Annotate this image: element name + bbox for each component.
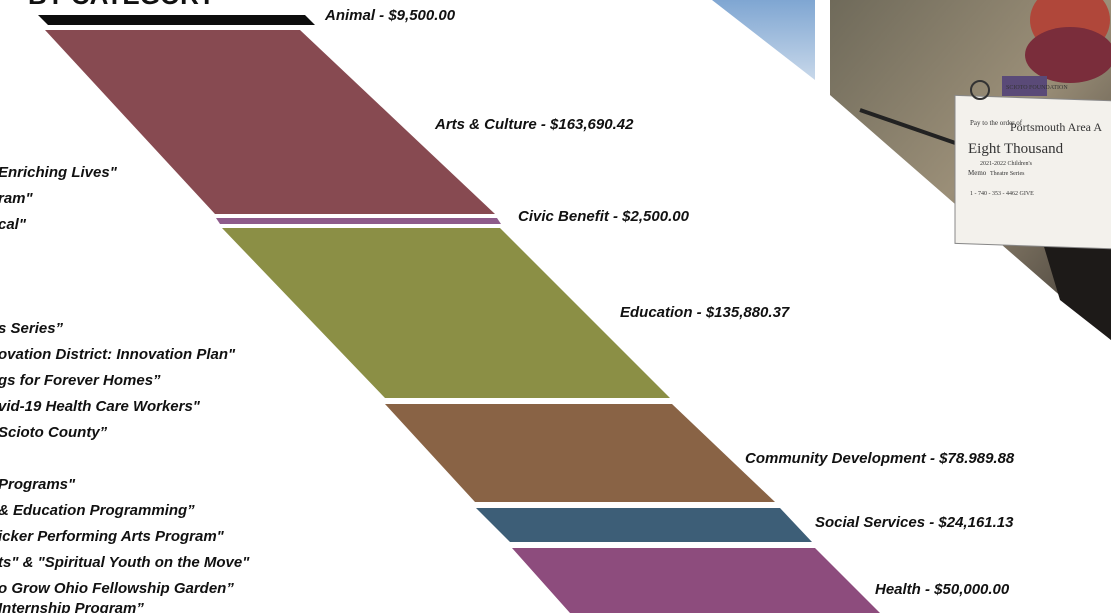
band-social xyxy=(476,508,812,542)
program-item: Scioto County” xyxy=(0,424,108,441)
check-paper xyxy=(954,94,1111,250)
check-memo-2: Theatre Series xyxy=(990,171,1025,177)
check-memo-1: 2021-2022 Children's xyxy=(980,161,1033,167)
dress xyxy=(1025,27,1111,83)
band-education xyxy=(222,228,670,398)
program-item: Programs" xyxy=(0,476,76,493)
band-label: Arts & Culture - $163,690.42 xyxy=(434,116,634,133)
check-amount: Eight Thousand xyxy=(968,141,1064,157)
program-item: ovation District: Innovation Plan" xyxy=(0,346,236,363)
check-payee: Portsmouth Area A xyxy=(1010,120,1102,134)
program-item: & Education Programming” xyxy=(0,502,195,519)
band-arts xyxy=(45,30,495,214)
program-item: s Series” xyxy=(0,320,64,337)
program-list: Enriching Lives" ram" cal" s Series” ovation… xyxy=(0,164,250,613)
program-item: gs for Forever Homes” xyxy=(0,372,161,389)
program-item: Enriching Lives" xyxy=(0,164,118,181)
program-item: ram" xyxy=(0,190,34,207)
check-memo: Memo xyxy=(968,169,987,177)
band-label: Education - $135,880.37 xyxy=(620,304,790,321)
check-org: SCIOTO FOUNDATION xyxy=(1006,85,1068,91)
check-logo-box xyxy=(1002,76,1047,96)
check-logo xyxy=(970,80,990,100)
program-item: Internship Program” xyxy=(0,600,144,613)
band-label: Animal - $9,500.00 xyxy=(324,7,456,24)
program-item: o Grow Ohio Fellowship Garden” xyxy=(0,580,234,597)
program-item: vid-19 Health Care Workers" xyxy=(0,398,201,415)
band-health xyxy=(512,548,880,613)
sky-photo xyxy=(712,0,815,80)
band-label: Health - $50,000.00 xyxy=(875,581,1010,598)
check-pay: Pay to the order of xyxy=(970,119,1023,127)
program-item: cal" xyxy=(0,216,27,233)
check-phone: 1 - 740 - 353 - 4462 GIVE xyxy=(970,191,1034,197)
band-animal xyxy=(38,15,315,25)
band-community xyxy=(385,404,775,502)
check: SCIOTO FOUNDATION Pay to the order of Po… xyxy=(954,76,1111,250)
title: BY CATEGORY xyxy=(28,0,215,10)
program-item: ts" & "Spiritual Youth on the Move" xyxy=(0,554,250,571)
band-label: Civic Benefit - $2,500.00 xyxy=(518,208,690,225)
band-label: Community Development - $78.989.88 xyxy=(745,450,1015,467)
band-label: Social Services - $24,161.13 xyxy=(815,514,1014,531)
program-item: icker Performing Arts Program" xyxy=(0,528,225,545)
band-civic xyxy=(216,218,501,224)
